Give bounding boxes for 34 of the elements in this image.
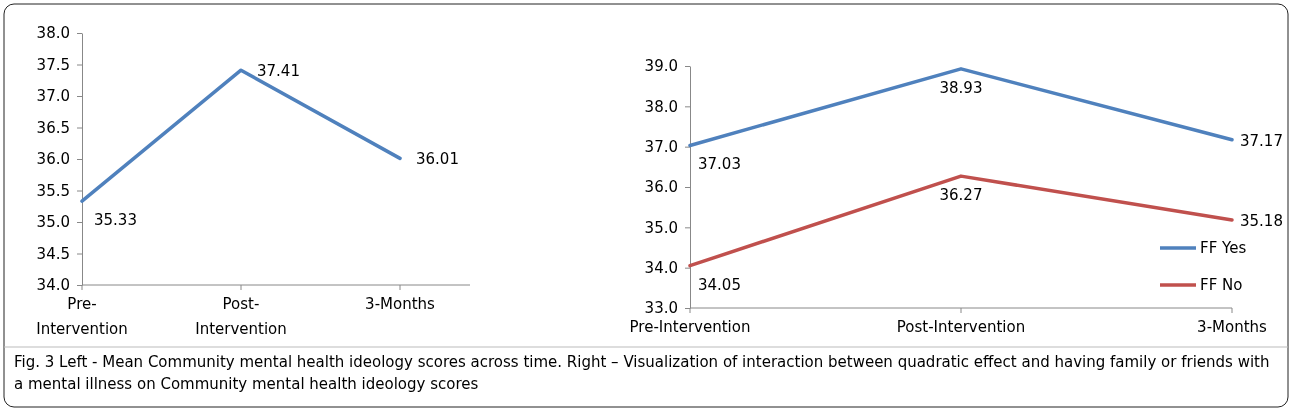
data-label: 38.93 — [939, 78, 983, 97]
x-tick-label: Pre-Intervention — [629, 318, 751, 336]
y-tick-label: 36.0 — [36, 150, 70, 169]
legend-label: FF Yes — [1200, 239, 1247, 257]
y-tick-label: 37.5 — [36, 55, 70, 74]
x-tick-label: 3-Months — [365, 295, 436, 313]
data-label: 34.05 — [698, 275, 741, 294]
x-tick-label: Pre- Intervention — [36, 295, 128, 338]
y-tick-label: 34.0 — [36, 276, 70, 295]
y-tick-label: 35.5 — [36, 181, 70, 200]
y-tick-label: 33.0 — [644, 299, 678, 318]
legend-label: FF No — [1200, 276, 1243, 294]
data-label: 37.17 — [1240, 131, 1283, 150]
x-tick-label: 3-Months — [1197, 318, 1268, 336]
y-tick-label: 34.5 — [36, 244, 70, 263]
data-label: 36.01 — [416, 150, 459, 169]
y-tick-label: 36.5 — [36, 118, 70, 137]
data-label: 37.03 — [698, 155, 741, 174]
x-tick-label: Post- Intervention — [195, 295, 287, 338]
y-tick-label: 35.0 — [36, 213, 70, 232]
y-tick-label: 37.0 — [644, 137, 678, 156]
data-label: 35.18 — [1240, 212, 1283, 231]
y-tick-label: 39.0 — [644, 57, 678, 76]
y-tick-label: 35.0 — [644, 218, 678, 237]
x-tick-label: Post-Intervention — [896, 318, 1026, 336]
y-tick-label: 38.0 — [644, 97, 678, 116]
data-label: 36.27 — [939, 186, 983, 205]
y-tick-label: 37.0 — [36, 87, 70, 106]
y-tick-label: 34.0 — [644, 258, 678, 277]
y-tick-label: 36.0 — [644, 178, 678, 197]
data-label: 37.41 — [257, 62, 300, 81]
caption: Fig. 3 Left - Mean Community mental health ideology scores across time. Right – Visualization of interaction between quadratic effect and having family or friends with a mental illness on Community mental health ideology scores — [14, 352, 1271, 395]
y-tick-label: 38.0 — [36, 24, 70, 43]
data-label: 35.33 — [94, 211, 137, 230]
